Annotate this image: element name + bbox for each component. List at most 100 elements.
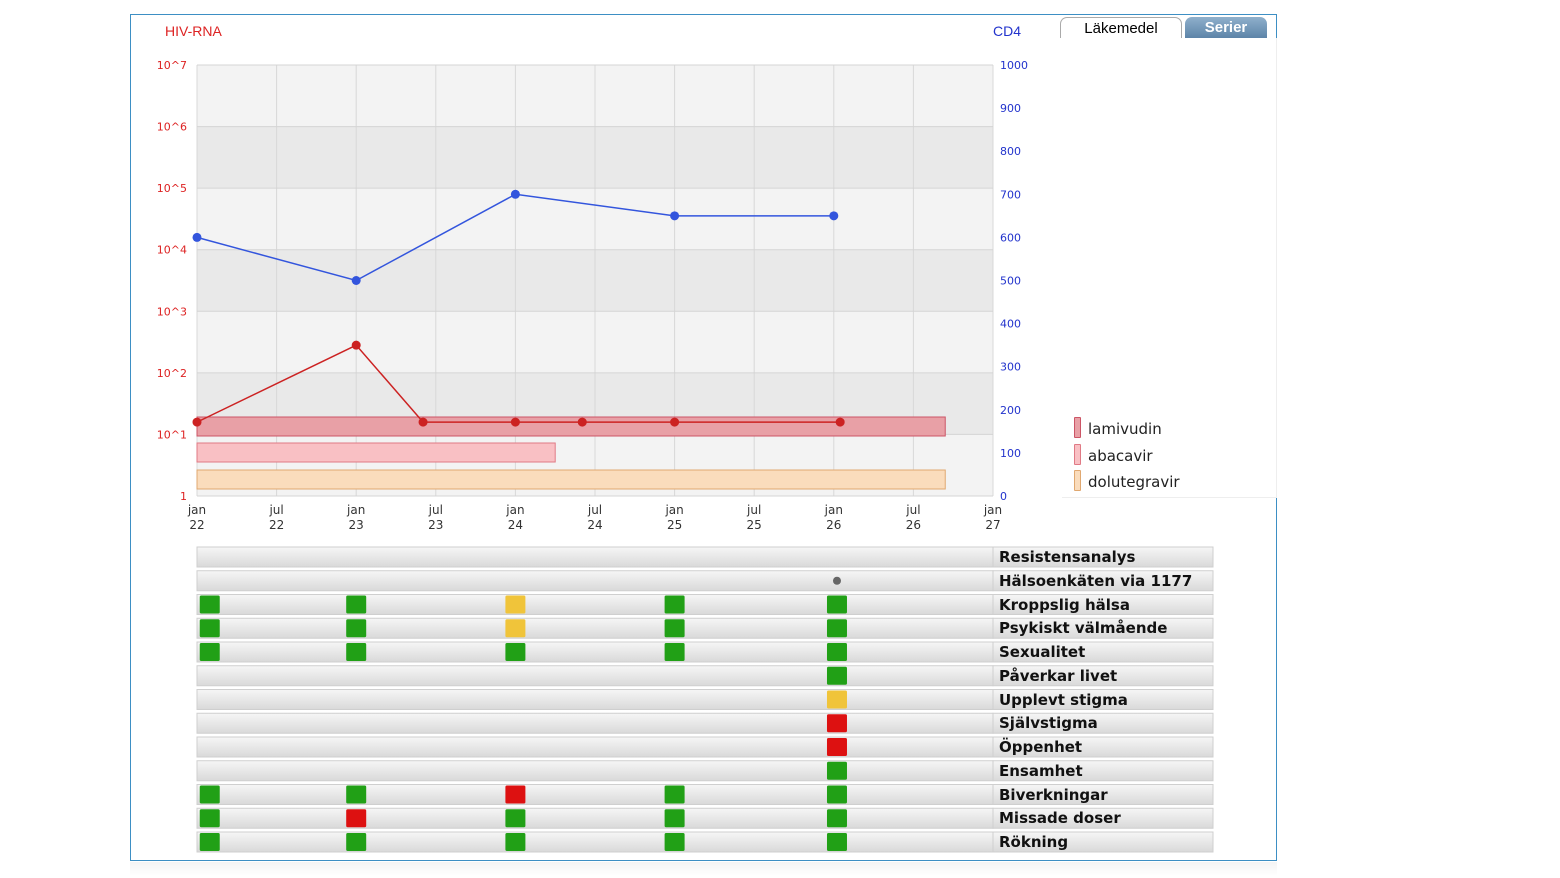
x-tick-label: jan — [346, 503, 365, 517]
status-marker-red — [826, 738, 847, 756]
tab-lakemedel[interactable]: Läkemedel — [1060, 17, 1182, 38]
status-marker-green — [505, 643, 526, 661]
status-marker-green — [346, 785, 367, 804]
status-marker-red — [826, 714, 847, 733]
status-marker-green — [826, 643, 847, 661]
data-point-cd4 — [351, 276, 361, 285]
left-tick-label: 10^3 — [157, 305, 187, 318]
status-marker-yellow — [826, 690, 847, 709]
status-marker-green — [826, 833, 847, 851]
timeline-row-track — [196, 736, 994, 758]
legend-label: dolutegravir — [1088, 473, 1180, 491]
timeline-row-label: Upplevt stigma — [999, 690, 1128, 709]
right-tick-label: 700 — [1000, 188, 1021, 201]
timeline-row-track — [196, 665, 994, 687]
timeline-row-track — [196, 617, 994, 639]
data-point-hiv-rna — [835, 417, 845, 427]
status-marker-green — [199, 619, 220, 638]
timeline-row-track — [196, 712, 994, 734]
left-tick-label: 10^4 — [157, 244, 187, 257]
timeline-row-track — [196, 546, 994, 568]
status-marker-green — [664, 833, 685, 851]
timeline-row-label-bg — [992, 546, 1214, 568]
legend-swatch — [1074, 470, 1081, 491]
timeline-row-label: Missade doser — [999, 809, 1121, 828]
right-tick-label: 800 — [1000, 145, 1021, 158]
legend-swatch — [1074, 444, 1081, 465]
x-tick-label: jan — [187, 503, 206, 517]
x-tick-label: 22 — [189, 518, 204, 532]
timeline-row-label: Hälsoenkäten via 1177 — [999, 571, 1193, 590]
status-marker-green — [346, 833, 367, 851]
data-point-hiv-rna — [192, 417, 202, 427]
status-marker-green — [199, 785, 220, 804]
status-marker-green — [826, 595, 847, 614]
status-marker-green — [826, 809, 847, 828]
status-marker-green — [505, 833, 526, 851]
treatment-bar-dolutegravir — [196, 469, 946, 490]
timeline-row-label: Rökning — [999, 833, 1069, 851]
right-tick-label: 400 — [1000, 318, 1021, 331]
timeline-row-track — [196, 831, 994, 853]
x-tick-label: jul — [428, 503, 443, 517]
x-tick-label: jan — [664, 503, 683, 517]
right-axis-title: CD4 — [993, 23, 1021, 39]
x-tick-label: 25 — [667, 518, 682, 532]
legend-label: abacavir — [1088, 447, 1153, 465]
timeline-row-label-bg — [992, 665, 1214, 687]
timeline-row-track — [196, 807, 994, 829]
left-axis-title: HIV-RNA — [165, 23, 222, 39]
status-marker-green — [346, 595, 367, 614]
status-dot — [832, 576, 841, 585]
x-tick-label: 24 — [587, 518, 602, 532]
timeline-row-label-bg — [992, 807, 1214, 829]
right-tick-label: 200 — [1000, 404, 1021, 417]
left-tick-label: 10^1 — [157, 428, 187, 441]
status-marker-green — [664, 809, 685, 828]
data-point-hiv-rna — [418, 417, 428, 427]
right-tick-label: 900 — [1000, 102, 1021, 115]
x-tick-label: jan — [505, 503, 524, 517]
data-point-hiv-rna — [670, 417, 680, 427]
x-tick-label: 24 — [508, 518, 523, 532]
x-tick-label: jul — [746, 503, 761, 517]
timeline-row-label-bg — [992, 617, 1214, 639]
timeline-row-label-bg — [992, 641, 1214, 663]
data-point-cd4 — [829, 211, 839, 221]
status-marker-green — [826, 666, 847, 685]
x-tick-label: jul — [268, 503, 283, 517]
data-point-cd4 — [192, 232, 202, 242]
legend-label: lamivudin — [1088, 420, 1162, 438]
timeline-row-label: Psykiskt välmående — [999, 619, 1168, 638]
timeline-row-label-bg — [992, 712, 1214, 734]
timeline-row-track — [196, 784, 994, 805]
left-tick-label: 1 — [180, 490, 187, 503]
timeline-row-label-bg — [992, 689, 1214, 710]
status-marker-green — [199, 809, 220, 828]
timeline-row-label: Resistensanalys — [999, 548, 1136, 566]
x-tick-label: jan — [983, 503, 1002, 517]
x-tick-label: jul — [905, 503, 920, 517]
right-tick-label: 600 — [1000, 231, 1021, 244]
legend-panel — [1062, 38, 1277, 498]
status-marker-red — [505, 785, 526, 804]
status-marker-yellow — [505, 595, 526, 614]
status-marker-green — [505, 809, 526, 828]
legend-swatch — [1074, 417, 1081, 438]
x-tick-label: 27 — [985, 518, 1000, 532]
right-tick-label: 0 — [1000, 490, 1007, 503]
timeline-row-track — [196, 594, 994, 615]
timeline-row-label-bg — [992, 784, 1214, 805]
status-marker-green — [199, 833, 220, 851]
right-tick-label: 100 — [1000, 447, 1021, 460]
x-tick-label: 23 — [349, 518, 364, 532]
x-tick-label: 26 — [826, 518, 841, 532]
tab-serier[interactable]: Serier — [1185, 17, 1267, 38]
right-tick-label: 300 — [1000, 361, 1021, 374]
timeline-row-label: Kroppslig hälsa — [999, 595, 1130, 614]
treatment-bar-abacavir — [196, 442, 556, 463]
right-tick-label: 1000 — [1000, 59, 1028, 72]
panel-shadow — [130, 862, 1277, 876]
x-tick-label: 23 — [428, 518, 443, 532]
